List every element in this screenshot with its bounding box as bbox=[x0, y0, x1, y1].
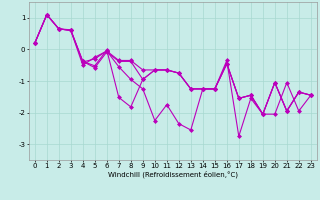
X-axis label: Windchill (Refroidissement éolien,°C): Windchill (Refroidissement éolien,°C) bbox=[108, 171, 238, 178]
